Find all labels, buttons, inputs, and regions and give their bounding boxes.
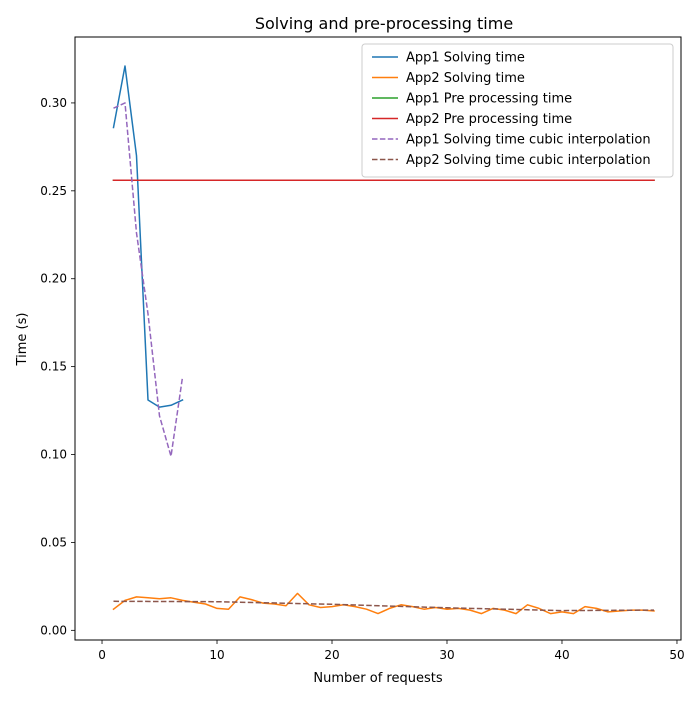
series-line-2 bbox=[112, 592, 655, 615]
y-axis-label: Time (s) bbox=[15, 313, 30, 367]
x-tick-label: 30 bbox=[439, 648, 454, 662]
x-tick-label: 20 bbox=[324, 648, 339, 662]
x-tick-label: 50 bbox=[669, 648, 684, 662]
axis-ticks: 0 10 20 30 40 50 0.00 0.05 0.10 0.15 0.20 0.25 0.30 bbox=[40, 96, 684, 662]
y-tick-label: 0.05 bbox=[40, 535, 67, 549]
y-tick-label: 0.30 bbox=[40, 96, 67, 110]
x-tick-label: 40 bbox=[554, 648, 569, 662]
y-tick-label: 0.00 bbox=[40, 623, 67, 637]
plot-frame bbox=[74, 36, 682, 641]
legend: App1 Solving time App2 Solving time App1 P… bbox=[361, 43, 674, 178]
legend-box bbox=[361, 43, 674, 178]
x-axis-label: Number of requests bbox=[313, 671, 442, 686]
series-lines bbox=[112, 65, 655, 615]
legend-label-6: App2 Solving time cubic interpolation bbox=[406, 153, 651, 168]
x-tick-label: 0 bbox=[98, 648, 106, 662]
x-tick-label: 10 bbox=[209, 648, 224, 662]
chart-title: Solving and pre-processing time bbox=[255, 14, 513, 33]
y-tick-label: 0.15 bbox=[40, 360, 67, 374]
series-line-1 bbox=[112, 65, 184, 408]
legend-label-4: App2 Pre processing time bbox=[406, 112, 572, 127]
y-tick-label: 0.20 bbox=[40, 272, 67, 286]
legend-label-5: App1 Solving time cubic interpolation bbox=[406, 133, 651, 148]
y-tick-label: 0.10 bbox=[40, 448, 67, 462]
y-tick-label: 0.25 bbox=[40, 184, 67, 198]
legend-label-3: App1 Pre processing time bbox=[406, 92, 572, 107]
series-line-5 bbox=[113, 102, 184, 458]
legend-label-1: App1 Solving time bbox=[406, 51, 525, 66]
legend-label-2: App2 Solving time bbox=[406, 71, 525, 86]
